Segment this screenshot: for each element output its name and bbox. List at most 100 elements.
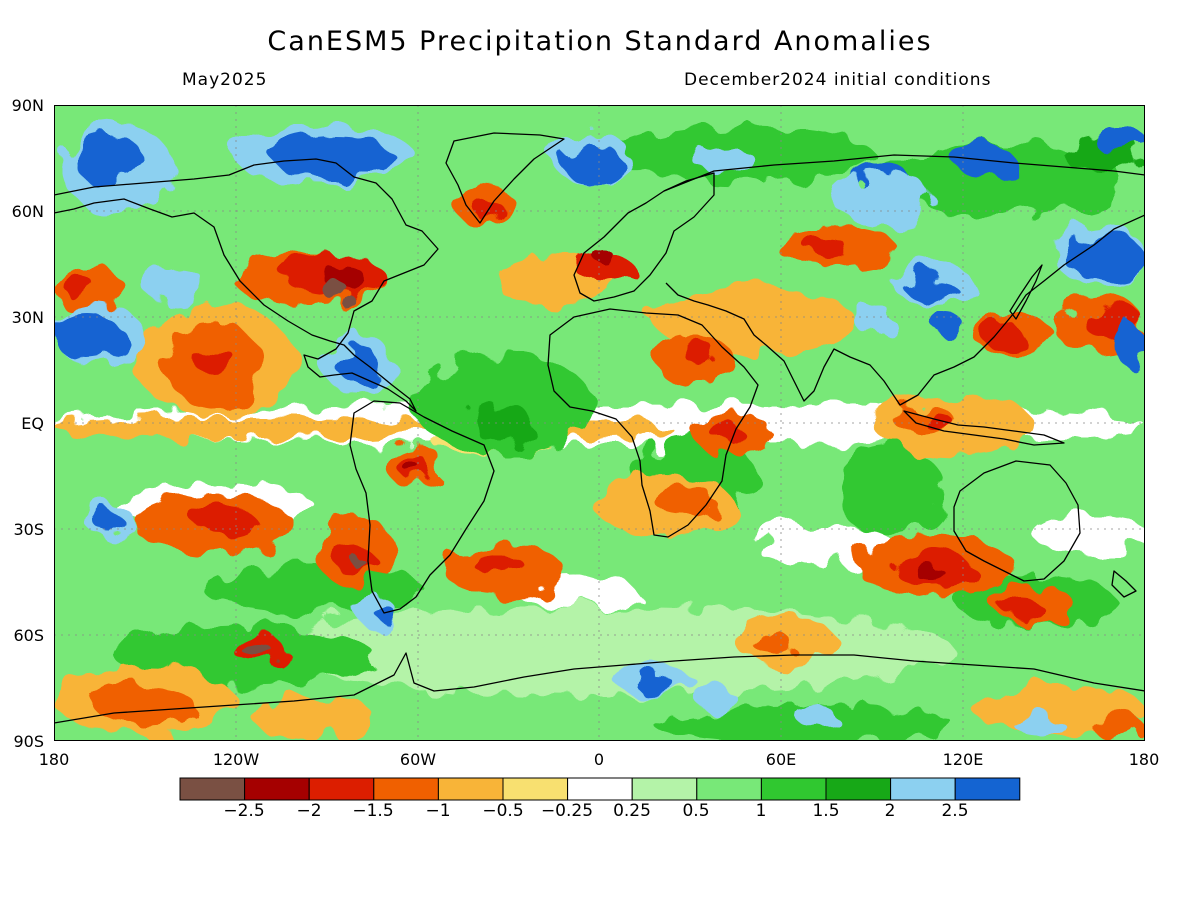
anomaly-blob [54, 417, 434, 439]
colorbar-label-2: −2 [296, 801, 322, 821]
anomaly-blob [194, 345, 234, 375]
lat-label-90n: 90N [11, 96, 44, 115]
colorbar-label-11: 2 [884, 801, 896, 821]
colorbar-swatch [567, 777, 633, 801]
anomaly-blob [654, 485, 714, 515]
anomaly-blob [354, 560, 368, 570]
lon-label-120w: 120W [212, 750, 260, 769]
colorbar-label-5: −0.5 [482, 801, 524, 821]
anomaly-blob [1064, 235, 1145, 280]
coastline-japan [1009, 264, 1043, 320]
coastline-north-america [54, 158, 439, 412]
anomaly-blob [634, 675, 674, 693]
anomaly-blob [834, 175, 934, 225]
anomaly-blob [1004, 600, 1044, 620]
coastline-indonesia [903, 410, 1065, 446]
anomaly-blob [854, 305, 894, 335]
initial-conditions-label: December2024 initial conditions [684, 70, 992, 90]
anomaly-blob [804, 235, 844, 255]
lat-label-90s: 90S [13, 732, 44, 751]
colorbar-label-8: 0.5 [682, 801, 710, 821]
colorbar-label-3: −1.5 [352, 801, 394, 821]
colorbar-swatch [308, 777, 375, 801]
colorbar-label-6: −0.25 [540, 801, 594, 821]
forecast-month: May2025 [182, 70, 268, 90]
lon-label-180e: 180 [1128, 750, 1160, 769]
anomaly-field [54, 125, 1145, 741]
colorbar-swatch [760, 777, 827, 801]
colorbar-swatch [179, 777, 246, 801]
anomaly-blob [1114, 325, 1145, 365]
lon-label-60w: 60W [399, 750, 437, 769]
colorbar-swatch [696, 777, 762, 801]
colorbar-label-7: 0.25 [613, 801, 651, 821]
map-frame [54, 105, 1145, 741]
colorbar-label-10: 1.5 [812, 801, 840, 821]
anomaly-blob [754, 635, 794, 655]
colorbar-swatch [890, 777, 956, 801]
anomaly-blob [244, 645, 274, 659]
lon-label-0: 0 [593, 750, 605, 769]
anomaly-blob [474, 405, 534, 445]
anomaly-blob [1014, 715, 1064, 735]
anomaly-map [54, 105, 1145, 741]
colorbar-swatch [631, 777, 698, 801]
anomaly-blob [694, 685, 734, 709]
colorbar-label-1: −2.5 [223, 801, 265, 821]
anomaly-blob [406, 463, 420, 475]
lat-label-30n: 30N [11, 308, 44, 327]
anomaly-blob [274, 135, 394, 180]
lat-label-60s: 60S [13, 626, 44, 645]
anomaly-blob [324, 283, 350, 301]
anomaly-blob [94, 685, 194, 725]
colorbar-swatch [954, 777, 1021, 801]
lon-label-120e: 120E [942, 750, 984, 769]
coastline-south-america [349, 400, 495, 614]
map-title: CanESM5 Precipitation Standard Anomalies [267, 26, 933, 57]
anomaly-blob [564, 145, 624, 185]
anomaly-blob [94, 513, 124, 531]
anomaly-blob [684, 340, 714, 365]
lat-label-eq: EQ [21, 414, 44, 433]
colorbar-swatch [825, 777, 892, 801]
coastlines [54, 132, 1145, 724]
anomaly-blob [934, 315, 964, 335]
anomaly-blob [1094, 715, 1145, 741]
anomaly-blob [914, 565, 944, 579]
anomaly-blob [874, 145, 1124, 215]
anomaly-blob [1094, 125, 1145, 155]
colorbar-swatch [373, 777, 439, 801]
anomaly-blob [254, 695, 374, 741]
anomaly-blob [339, 345, 379, 385]
lon-label-180w: 180 [38, 750, 70, 769]
anomaly-blob [74, 135, 144, 185]
anomaly-blob [1034, 515, 1145, 555]
colorbar-label-12: 2.5 [941, 801, 969, 821]
lat-label-60n: 60N [11, 202, 44, 221]
coastline-europe [573, 172, 715, 302]
anomaly-blob [594, 250, 614, 264]
coastline-australia [953, 460, 1081, 582]
coastline-africa [547, 308, 759, 538]
coastline-antarctica [54, 652, 1145, 724]
colorbar-swatch [244, 777, 310, 801]
colorbar-label-9: 1 [755, 801, 767, 821]
anomaly-blob [534, 625, 734, 685]
coastline-new-zealand [1111, 570, 1137, 598]
colorbar-label-4: −1 [425, 801, 451, 821]
coastline-greenland [445, 132, 565, 224]
anomaly-blob [694, 145, 754, 175]
anomaly-blob [474, 555, 524, 575]
anomaly-blob [54, 315, 124, 360]
coastline-asia [663, 154, 1145, 406]
anomaly-blob [794, 705, 834, 725]
anomaly-blob [984, 325, 1024, 350]
anomaly-blob [714, 425, 744, 445]
lon-label-60e: 60E [765, 750, 797, 769]
anomaly-blob [904, 275, 954, 300]
lat-label-30s: 30S [13, 520, 44, 539]
anomaly-blob [574, 255, 634, 280]
anomaly-blob [64, 275, 94, 300]
colorbar-swatch [502, 777, 569, 801]
anomaly-blob [834, 445, 944, 535]
